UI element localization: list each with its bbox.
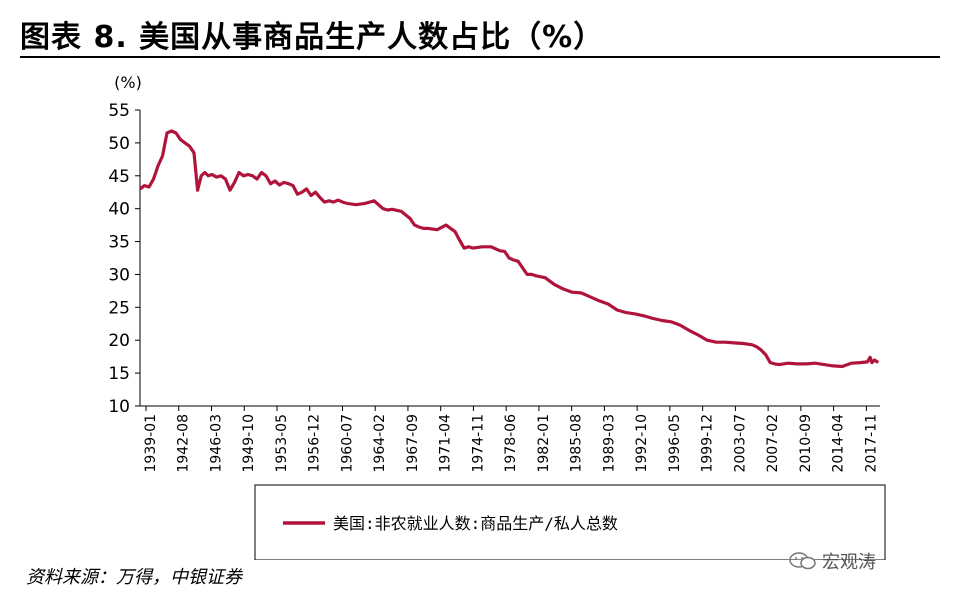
x-tick-label: 1989-03 <box>601 414 617 473</box>
x-tick-label: 1953-05 <box>274 414 290 473</box>
y-tick-label: 10 <box>108 397 130 417</box>
series-line <box>139 129 880 369</box>
x-tick-label: 1985-08 <box>569 414 585 473</box>
x-tick-label: 2017-11 <box>863 414 879 473</box>
x-tick-label: 1978-06 <box>503 414 519 473</box>
x-axis: 1939-01 1942-08 1946-03 1949-10 1953-05 1956-… <box>140 405 880 473</box>
x-tick-label: 1960-07 <box>339 414 355 473</box>
y-axis: (%) 10 15 20 25 30 35 40 45 50 55 <box>108 73 141 417</box>
x-tick-label: 2003-07 <box>732 414 748 473</box>
x-tick-label: 1996-05 <box>667 414 683 473</box>
watermark-text: 宏观涛 <box>822 552 876 573</box>
chart-title: 图表 8. 美国从事商品生产人数占比（%） <box>20 20 605 55</box>
x-tick-label: 2014-04 <box>831 414 847 473</box>
x-tick-label: 1967-09 <box>405 414 421 473</box>
x-tick-label: 1974-11 <box>470 414 486 473</box>
series-layer <box>139 129 880 369</box>
x-tick-label: 1956-12 <box>307 414 323 473</box>
y-tick-label: 40 <box>108 200 130 220</box>
x-tick-label: 1942-08 <box>176 414 192 473</box>
legend-box <box>254 484 886 560</box>
y-tick-label: 15 <box>108 364 130 384</box>
y-tick-label: 20 <box>108 331 130 351</box>
x-tick-label: 2007-02 <box>765 414 781 473</box>
source-note: 资料来源：万得，中银证券 <box>26 567 242 588</box>
wechat-icon <box>789 552 816 570</box>
legend: 美国:非农就业人数:商品生产/私人总数 <box>254 484 886 560</box>
y-tick-label: 45 <box>108 167 130 187</box>
x-tick-label: 1964-02 <box>372 414 388 473</box>
y-axis-label: (%) <box>114 73 142 92</box>
y-tick-label: 55 <box>108 101 130 121</box>
legend-label: 美国:非农就业人数:商品生产/私人总数 <box>333 514 618 533</box>
x-tick-label: 1999-12 <box>700 414 716 473</box>
y-tick-label: 35 <box>108 233 130 253</box>
title-divider <box>20 56 940 58</box>
y-tick-label: 30 <box>108 265 130 285</box>
x-tick-label: 1949-10 <box>241 414 257 473</box>
x-tick-label: 1971-04 <box>438 414 454 473</box>
watermark: 宏观涛 <box>788 548 876 574</box>
x-tick-label: 1982-01 <box>536 414 552 473</box>
y-tick-label: 50 <box>108 134 130 154</box>
x-tick-label: 1939-01 <box>143 414 159 473</box>
x-tick-label: 1946-03 <box>208 414 224 473</box>
y-tick-label: 25 <box>108 298 130 318</box>
x-tick-label: 2010-09 <box>798 414 814 473</box>
x-tick-label: 1992-10 <box>634 414 650 473</box>
